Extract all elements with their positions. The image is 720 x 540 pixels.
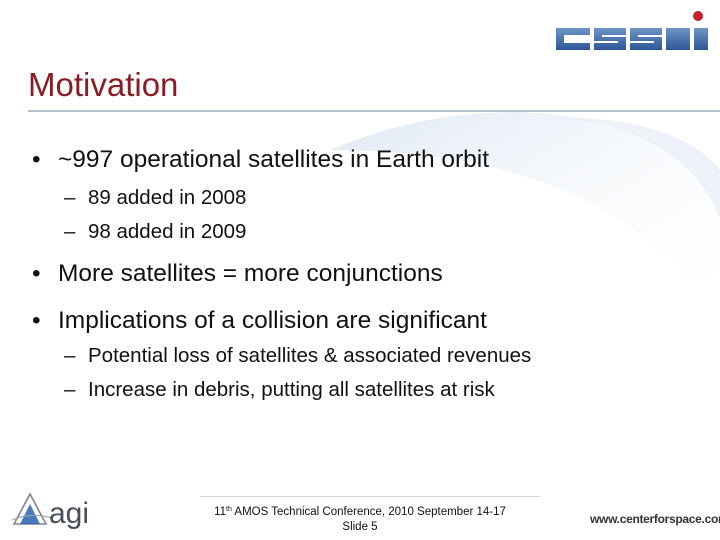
- cssi-dot-icon: [693, 11, 703, 21]
- sub-bullet-3-2-text: Increase in debris, putting all satellit…: [88, 378, 495, 401]
- bullet-1-text: ~997 operational satellites in Earth orb…: [58, 146, 490, 173]
- sub-bullet-3-1: – Potential loss of satellites & associat…: [64, 344, 531, 368]
- cssi-logo: [556, 11, 708, 50]
- sub-bullet-3-2: – Increase in debris, putting all satelli…: [64, 378, 495, 402]
- sub-bullet-1-1: –89 added in 2008: [64, 186, 246, 210]
- sub-bullet-symbol: –: [64, 344, 76, 367]
- sub-bullet-1-1-text: 89 added in 2008: [88, 186, 247, 209]
- centerforspace-logo: www.centerforspace.com: [590, 512, 720, 526]
- sub-bullet-symbol: –: [64, 186, 76, 209]
- footer-divider: [200, 496, 540, 497]
- agi-logo: agi: [12, 492, 89, 530]
- footer-conference: AMOS Technical Conference, 2010 Septembe…: [231, 506, 506, 518]
- footer-conference-line: 11th AMOS Technical Conference, 2010 Sep…: [200, 502, 520, 520]
- sub-bullet-1-2: –98 added in 2009: [64, 220, 246, 244]
- footer-ordinal-suffix: th: [226, 506, 232, 513]
- bullet-3: • Implications of a collision are signifi…: [32, 307, 487, 335]
- footer-slide-number: Slide 5: [342, 521, 378, 533]
- sub-bullet-symbol: –: [64, 378, 76, 401]
- sub-bullet-3-1-text: Potential loss of satellites & associate…: [88, 344, 532, 367]
- bullet-1: • ~997 operational satellites in Earth or…: [32, 146, 489, 174]
- agi-wordmark: agi: [49, 497, 89, 530]
- sub-bullet-symbol: –: [64, 220, 76, 243]
- bullet-symbol: •: [32, 307, 41, 334]
- bullet-3-text: Implications of a collision are signific…: [58, 307, 487, 334]
- slide-title: Motivation: [28, 66, 179, 103]
- footer-ordinal: 11: [214, 506, 227, 518]
- slide-footer: 11th AMOS Technical Conference, 2010 Sep…: [200, 502, 520, 535]
- bullet-2: • More satellites = more conjunctions: [32, 260, 443, 288]
- title-divider: [28, 110, 720, 112]
- bullet-symbol: •: [32, 260, 41, 287]
- bullet-symbol: •: [32, 146, 41, 173]
- sub-bullet-1-2-text: 98 added in 2009: [88, 220, 247, 243]
- bullet-2-text: More satellites = more conjunctions: [58, 260, 443, 287]
